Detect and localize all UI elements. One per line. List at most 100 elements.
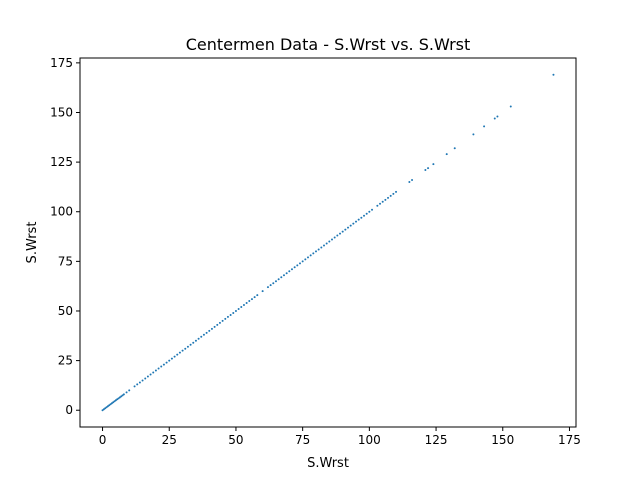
- data-point: [168, 359, 171, 362]
- data-point: [194, 339, 197, 342]
- data-point: [336, 234, 339, 237]
- data-point: [253, 296, 256, 299]
- data-point: [387, 196, 390, 199]
- data-point: [170, 357, 173, 360]
- data-point: [277, 278, 280, 281]
- data-point: [453, 147, 456, 150]
- data-point: [427, 167, 430, 170]
- y-tick-label: 100: [50, 205, 73, 219]
- y-tick-label: 175: [50, 56, 73, 70]
- data-point: [138, 381, 141, 384]
- data-point: [234, 309, 237, 312]
- data-point: [226, 315, 229, 318]
- data-point: [266, 286, 269, 289]
- data-point: [210, 327, 213, 330]
- data-point: [200, 335, 203, 338]
- data-point: [395, 190, 398, 193]
- data-point: [360, 216, 363, 219]
- data-point: [432, 163, 435, 166]
- chart-title: Centermen Data - S.Wrst vs. S.Wrst: [186, 35, 471, 54]
- data-point: [298, 262, 301, 265]
- data-point: [293, 266, 296, 269]
- data-point: [472, 133, 475, 136]
- x-tick-label: 150: [491, 433, 514, 447]
- data-point: [192, 341, 195, 344]
- data-point: [232, 311, 235, 314]
- x-tick-label: 0: [99, 433, 107, 447]
- x-tick-label: 50: [228, 433, 243, 447]
- data-point: [384, 198, 387, 201]
- y-tick-label: 25: [58, 354, 73, 368]
- data-point: [224, 317, 227, 320]
- data-point: [371, 208, 374, 211]
- data-point: [301, 260, 304, 263]
- data-point: [261, 290, 264, 293]
- data-point: [149, 373, 152, 376]
- data-point: [408, 180, 411, 183]
- data-point: [245, 302, 248, 305]
- data-point: [392, 192, 395, 195]
- data-point: [218, 321, 221, 324]
- data-point: [237, 307, 240, 310]
- x-axis: 0 25 50 75 100 125 150 175: [99, 427, 581, 447]
- y-tick-label: 150: [50, 105, 73, 119]
- data-point: [285, 272, 288, 275]
- data-point: [178, 351, 181, 354]
- data-point: [312, 252, 315, 255]
- data-point: [320, 246, 323, 249]
- data-point: [282, 274, 285, 277]
- data-point: [309, 254, 312, 257]
- x-tick-label: 75: [295, 433, 310, 447]
- data-point: [322, 244, 325, 247]
- data-point: [141, 379, 144, 382]
- x-tick-label: 100: [358, 433, 381, 447]
- data-point: [296, 264, 299, 267]
- data-point: [333, 236, 336, 239]
- x-tick-label: 175: [558, 433, 581, 447]
- data-point: [317, 248, 320, 251]
- data-point: [157, 367, 160, 370]
- data-point: [181, 349, 184, 352]
- data-point: [339, 232, 342, 235]
- plot-area-frame: [79, 57, 577, 428]
- data-point: [122, 393, 125, 396]
- data-point: [162, 363, 165, 366]
- data-point: [184, 347, 187, 350]
- data-point: [365, 212, 368, 215]
- y-tick-label: 0: [65, 403, 73, 417]
- data-point: [152, 371, 155, 374]
- data-point: [328, 240, 331, 243]
- data-point: [381, 200, 384, 203]
- data-point: [202, 333, 205, 336]
- data-point: [483, 125, 486, 128]
- data-point: [146, 375, 149, 378]
- data-point: [229, 313, 232, 316]
- data-point: [331, 238, 334, 241]
- data-point: [213, 325, 216, 328]
- data-point: [376, 204, 379, 207]
- data-point: [290, 268, 293, 271]
- data-point: [280, 276, 283, 279]
- data-point: [363, 214, 366, 217]
- data-point: [272, 282, 275, 285]
- y-axis: 0 25 50 75 100 125 150 175: [50, 56, 80, 417]
- data-point: [509, 105, 512, 108]
- data-point: [256, 294, 259, 297]
- x-axis-label: S.Wrst: [307, 456, 349, 471]
- data-point: [341, 230, 344, 233]
- data-point: [133, 385, 136, 388]
- data-point: [496, 115, 499, 118]
- data-point: [411, 178, 414, 181]
- data-point: [144, 377, 147, 380]
- data-point: [288, 270, 291, 273]
- x-tick-label: 25: [162, 433, 177, 447]
- data-point: [304, 258, 307, 261]
- data-point: [160, 365, 163, 368]
- data-point: [205, 331, 208, 334]
- data-point: [347, 226, 350, 229]
- data-point: [240, 306, 243, 309]
- y-tick-label: 125: [50, 155, 73, 169]
- data-point: [176, 353, 179, 356]
- data-point: [250, 298, 253, 301]
